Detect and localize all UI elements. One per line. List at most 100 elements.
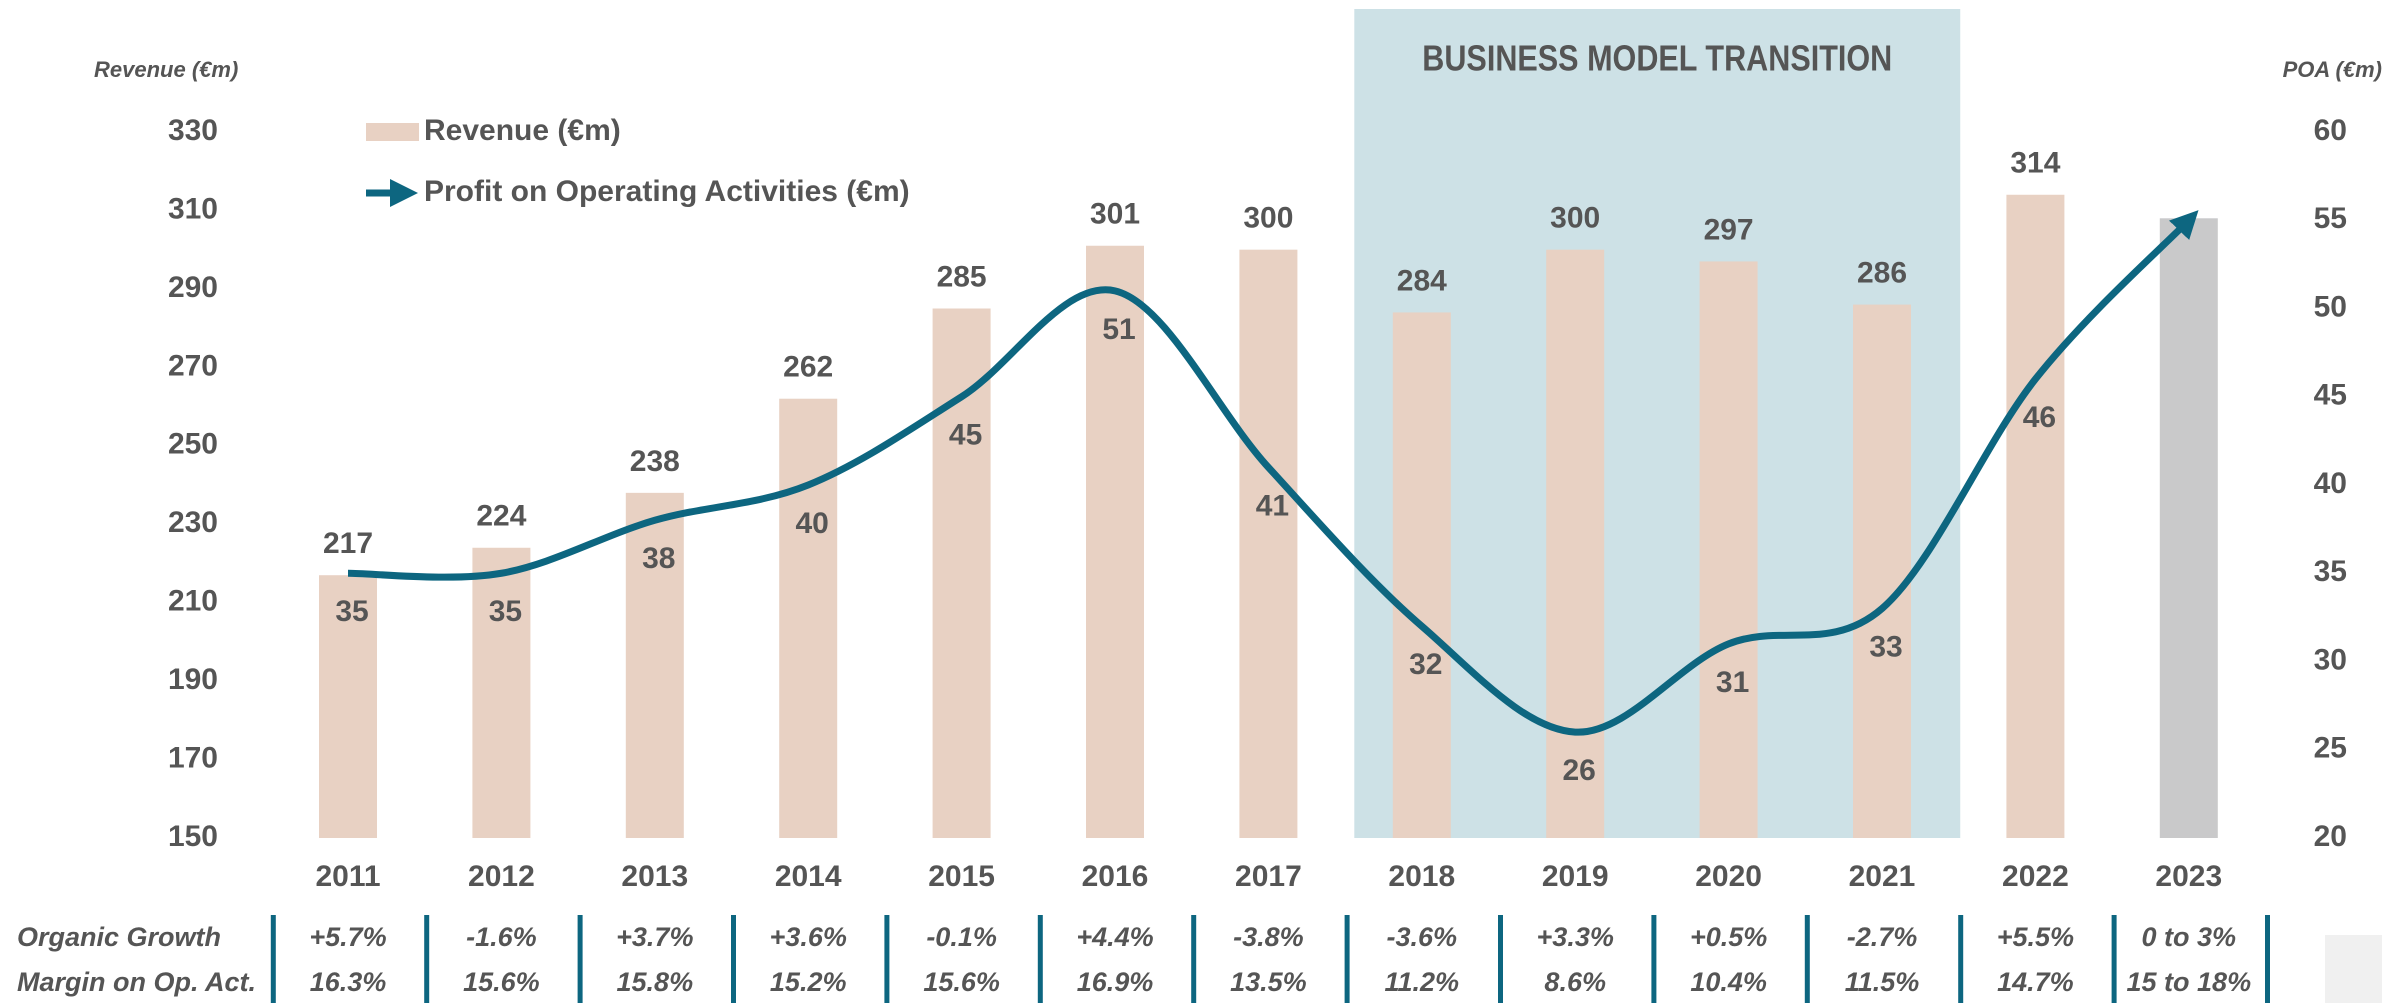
bar-value-label: 285 <box>937 260 987 293</box>
bar <box>1853 304 1911 839</box>
y2-tick-label: 35 <box>2314 555 2347 588</box>
table-cell: -3.8% <box>1233 922 1304 952</box>
y-tick-label: 230 <box>168 506 218 539</box>
x-tick-label: 2017 <box>1235 860 1302 893</box>
y-tick-label: 270 <box>168 349 218 382</box>
x-tick-label: 2014 <box>775 860 842 893</box>
x-tick-label: 2016 <box>1082 860 1149 893</box>
bar <box>932 308 991 838</box>
table-cell: -1.6% <box>466 922 537 952</box>
line-value-label: 41 <box>1256 489 1289 522</box>
table-cell: +3.3% <box>1537 922 1614 952</box>
bar <box>1086 245 1144 838</box>
line-value-label: 33 <box>1869 630 1902 663</box>
y-tick-label: 250 <box>168 428 218 461</box>
table-cell: +3.6% <box>770 922 847 952</box>
y-tick-label: 290 <box>168 271 218 304</box>
bar-value-label: 314 <box>2010 147 2060 180</box>
table-cell: +3.7% <box>616 922 693 952</box>
bar-value-label: 262 <box>783 351 833 384</box>
table-cell: 16.9% <box>1077 967 1154 997</box>
x-tick-label: 2018 <box>1388 860 1455 893</box>
table-cell: -0.1% <box>926 922 997 952</box>
bar <box>779 398 838 838</box>
bar-value-label: 286 <box>1857 256 1907 289</box>
legend-label: Revenue (€m) <box>424 114 621 147</box>
line-value-label: 51 <box>1102 313 1135 346</box>
bar <box>472 547 531 838</box>
table-cell: 15 to 18% <box>2127 967 2252 997</box>
x-tick-label: 2013 <box>621 860 688 893</box>
x-tick-label: 2011 <box>315 860 380 893</box>
y2-tick-label: 25 <box>2314 732 2347 765</box>
line-value-label: 40 <box>796 507 829 540</box>
bar-value-label: 300 <box>1243 202 1293 235</box>
table-cell: 11.2% <box>1385 967 1460 997</box>
bar <box>2159 218 2218 839</box>
y-axis-title: Revenue (€m) <box>94 57 238 82</box>
line-value-label: 32 <box>1409 648 1442 681</box>
table-cell: 13.5% <box>1230 967 1307 997</box>
table-cell: +0.5% <box>1690 922 1767 952</box>
y2-tick-label: 20 <box>2314 820 2347 853</box>
line-value-label: 45 <box>949 419 982 452</box>
y-tick-label: 170 <box>168 741 218 774</box>
y-tick-label: 210 <box>168 585 218 618</box>
legend-swatch <box>366 123 419 141</box>
y2-tick-label: 45 <box>2314 379 2347 412</box>
x-tick-label: 2012 <box>468 860 535 893</box>
table-cell: -2.7% <box>1847 922 1918 952</box>
bar <box>319 575 377 838</box>
y2-tick-label: 50 <box>2314 290 2347 323</box>
region-label: BUSINESS MODEL TRANSITION <box>1422 38 1892 79</box>
line-value-label: 35 <box>489 595 522 628</box>
line-value-label: 35 <box>335 595 368 628</box>
table-cell: -3.6% <box>1387 922 1458 952</box>
line-value-label: 46 <box>2023 401 2056 434</box>
x-tick-label: 2019 <box>1542 860 1609 893</box>
y2-tick-label: 40 <box>2314 467 2347 500</box>
x-tick-label: 2015 <box>928 860 995 893</box>
legend-label: Profit on Operating Activities (€m) <box>424 175 910 208</box>
bar-value-label: 224 <box>476 500 526 533</box>
bar <box>625 492 684 838</box>
y-tick-label: 310 <box>168 192 218 225</box>
table-row-label: Margin on Op. Act. <box>17 967 256 997</box>
bar-value-label: 238 <box>630 445 680 478</box>
line-value-label: 31 <box>1716 666 1749 699</box>
y2-tick-label: 55 <box>2314 202 2347 235</box>
table-cell: 15.2% <box>770 967 847 997</box>
x-tick-label: 2022 <box>2002 860 2069 893</box>
table-cell: 11.5% <box>1845 967 1920 997</box>
table-cell: 16.3% <box>310 967 387 997</box>
table-cell: 15.6% <box>923 967 1000 997</box>
line-value-label: 26 <box>1563 754 1596 787</box>
line-value-label: 38 <box>642 542 675 575</box>
x-tick-label: 2021 <box>1849 860 1916 893</box>
y-tick-label: 190 <box>168 663 218 696</box>
bar-value-label: 284 <box>1397 264 1447 297</box>
table-cell: 10.4% <box>1690 967 1767 997</box>
bar <box>1392 312 1451 838</box>
table-cell: 15.8% <box>617 967 694 997</box>
bar <box>1239 249 1298 838</box>
x-tick-label: 2020 <box>1695 860 1762 893</box>
table-cell: 0 to 3% <box>2142 922 2237 952</box>
table-cell: 8.6% <box>1544 967 1606 997</box>
y2-axis-title: POA (€m) <box>2283 57 2382 82</box>
line <box>347 210 2199 736</box>
y-tick-label: 150 <box>168 820 218 853</box>
table-cell: +5.5% <box>1997 922 2074 952</box>
y-tick-label: 330 <box>168 114 218 147</box>
bar-value-label: 300 <box>1550 202 1600 235</box>
table-cell: 15.6% <box>463 967 540 997</box>
bar <box>1699 261 1758 838</box>
table-cell: 14.7% <box>1997 967 2074 997</box>
table-cell: +4.4% <box>1076 922 1153 952</box>
y2-tick-label: 60 <box>2314 114 2347 147</box>
x-tick-label: 2023 <box>2155 860 2222 893</box>
bar <box>1546 249 1605 838</box>
table-row-label: Organic Growth <box>17 922 221 952</box>
bar <box>2006 194 2065 838</box>
